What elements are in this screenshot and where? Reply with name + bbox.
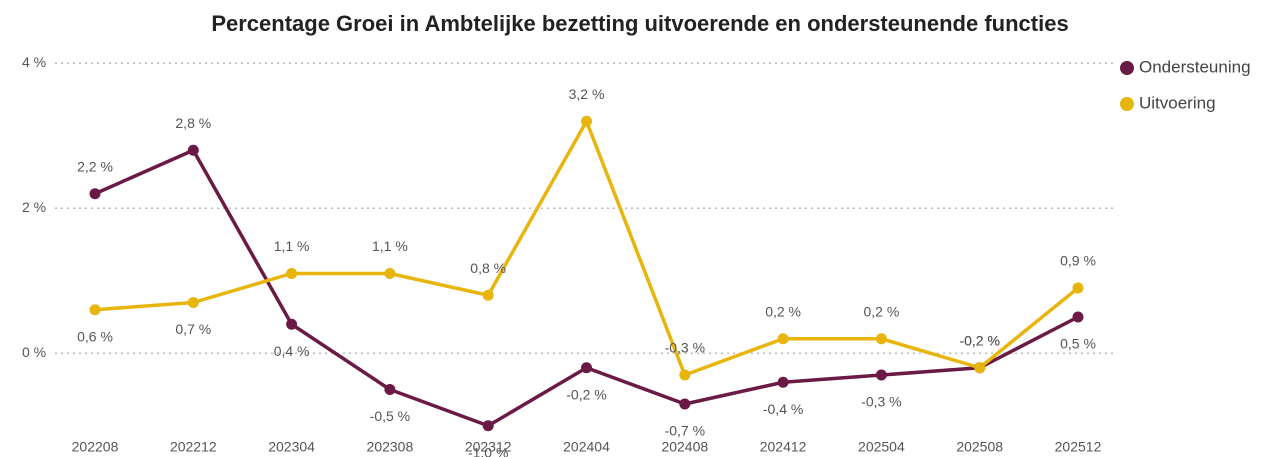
x-tick-label: 202312	[465, 439, 512, 455]
x-tick-label: 202512	[1055, 439, 1102, 455]
data-label: 0,2 %	[863, 303, 899, 319]
point	[482, 289, 494, 301]
point	[89, 304, 101, 316]
chart-title: Percentage Groei in Ambtelijke bezetting…	[211, 11, 1068, 36]
point	[974, 362, 986, 374]
x-tick-label: 202504	[858, 439, 905, 455]
x-tick-label: 202308	[367, 439, 414, 455]
x-tick-label: 202408	[661, 439, 708, 455]
data-label: -0,4 %	[763, 401, 803, 417]
point	[187, 297, 199, 308]
legend-label: Uitvoering	[1139, 93, 1216, 112]
legend-marker	[1120, 61, 1134, 75]
data-label: 0,5 %	[1060, 336, 1096, 352]
data-label: -0,3 %	[665, 340, 705, 356]
point	[581, 362, 592, 374]
data-label: 2,2 %	[77, 158, 113, 174]
data-label: -1,0 %	[468, 444, 508, 457]
data-label: -0,2 %	[959, 332, 999, 348]
x-tick-label: 202404	[563, 439, 610, 455]
x-tick-label: 202304	[268, 439, 315, 455]
point	[286, 318, 298, 330]
data-label: 0,2 %	[765, 303, 801, 319]
point	[384, 384, 396, 395]
x-tick-label: 202412	[760, 439, 807, 455]
point	[581, 115, 592, 127]
point	[482, 420, 494, 432]
y-tick-label: 4 %	[22, 54, 46, 70]
data-label: 0,9 %	[1060, 253, 1096, 269]
y-tick-label: 2 %	[22, 199, 46, 215]
x-tick-label: 202212	[170, 439, 217, 455]
data-label: 1,1 %	[372, 238, 408, 254]
point	[1072, 282, 1084, 294]
data-label: 0,8 %	[470, 260, 506, 276]
point	[1072, 311, 1084, 323]
legend-label: Ondersteuning	[1139, 57, 1251, 76]
data-label: 3,2 %	[569, 86, 605, 102]
series-line	[94, 119, 1080, 377]
point	[89, 188, 101, 200]
data-label: -0,2 %	[566, 386, 606, 402]
data-label: -0,3 %	[861, 394, 901, 410]
x-tick-label: 202208	[72, 439, 119, 455]
point	[679, 369, 691, 381]
data-label: 1,1 %	[274, 238, 310, 254]
data-label: 0,7 %	[175, 321, 211, 337]
data-label: 2,8 %	[175, 115, 211, 131]
point	[875, 333, 887, 345]
legend-marker	[1120, 97, 1134, 111]
y-tick-label: 0 %	[22, 344, 46, 360]
x-tick-label: 202508	[956, 439, 1003, 455]
point	[384, 268, 396, 279]
point	[777, 376, 789, 388]
point	[875, 369, 887, 381]
point	[187, 144, 199, 156]
data-label: 0,4 %	[274, 343, 310, 359]
point	[679, 398, 691, 410]
point	[777, 333, 789, 345]
data-label: -0,5 %	[370, 408, 410, 424]
point	[286, 268, 298, 279]
data-label: -0,2 %	[959, 332, 999, 348]
data-label: 0,6 %	[77, 328, 113, 344]
data-label: -0,7 %	[665, 423, 705, 439]
